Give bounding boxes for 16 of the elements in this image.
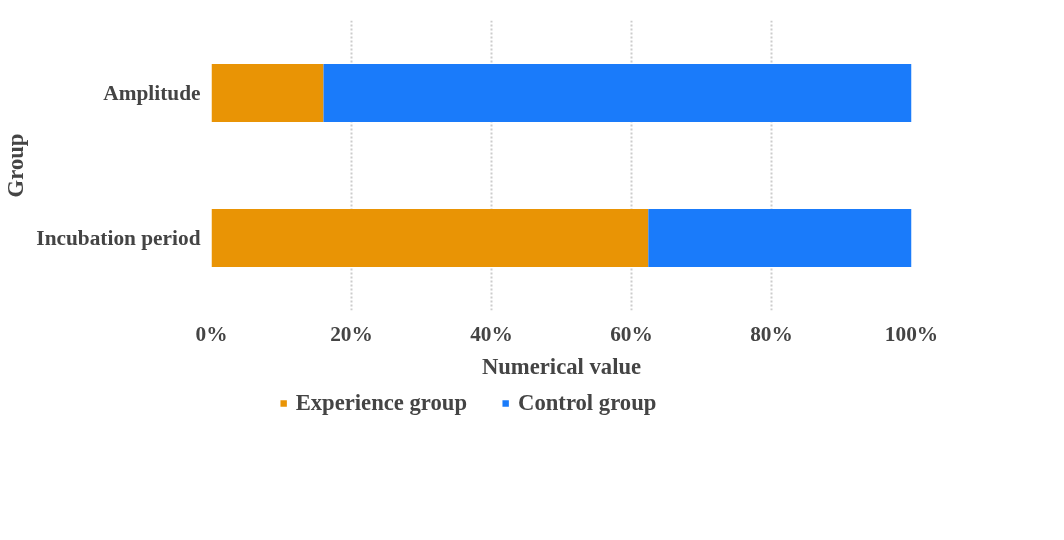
bar (211, 209, 649, 267)
x-tick-label: 80% (750, 321, 793, 346)
bar (211, 64, 324, 122)
x-axis-title: Numerical value (481, 353, 642, 379)
legend-label: Control group (518, 390, 657, 416)
y-tick-label: Incubation period (36, 226, 201, 250)
y-axis-title: Group (3, 133, 29, 198)
y-tick-label: Amplitude (103, 81, 201, 105)
legend-label: Experience group (295, 390, 468, 416)
bar (648, 209, 912, 267)
bar (323, 64, 912, 122)
x-tick-label: 60% (610, 321, 653, 346)
x-tick-label: 0% (195, 321, 228, 346)
x-tick-label: 100% (884, 321, 939, 346)
x-tick-label: 40% (470, 321, 513, 346)
x-tick-label: 20% (330, 321, 373, 346)
